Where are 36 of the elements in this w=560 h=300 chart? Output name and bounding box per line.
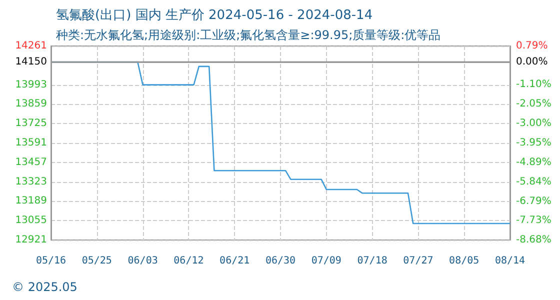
x-tick-label: 07/18 [357, 256, 388, 266]
y2-tick-label: -3.00% [516, 118, 552, 130]
y-tick-label: 13859 [15, 98, 47, 110]
text: © 2025.05 [12, 280, 78, 294]
y-tick-label: 13189 [15, 196, 47, 207]
x-tick-label: 05/25 [82, 256, 112, 266]
y-tick-label: 13725 [15, 118, 47, 130]
y2-tick-label: -4.89% [516, 156, 552, 168]
y-tick-label: 13055 [15, 215, 47, 226]
y2-tick-label: -2.05% [516, 98, 552, 110]
y-tick-label: 13591 [15, 138, 47, 148]
y-tick-label: 13457 [15, 156, 47, 168]
y2-tick-label: -8.68% [516, 234, 552, 246]
x-tick-label: 08/14 [494, 256, 526, 266]
y2-tick-label: -5.84% [516, 176, 552, 188]
y2-tick-label: 0.00% [516, 56, 548, 68]
x-tick-label: 06/30 [265, 256, 296, 266]
y-tick-label: 13993 [15, 79, 47, 90]
y2-tick-label: -6.79% [516, 196, 552, 207]
y2-tick-label: -3.95% [516, 138, 552, 149]
y2-tick-label: 0.79% [516, 40, 548, 52]
x-tick-label: 07/09 [311, 256, 342, 266]
x-tick-label: 07/27 [403, 256, 434, 266]
x-tick-label: 06/12 [174, 256, 204, 266]
y2-tick-label: -1.10% [516, 79, 552, 90]
y-tick-label: 14150 [15, 56, 47, 68]
chart-title: 氢氟酸(出口) 国内 生产价 2024-05-16 - 2024-08-14 [56, 8, 373, 23]
x-tick-label: 08/05 [449, 256, 480, 266]
y-tick-label: 12921 [15, 234, 47, 246]
chart-subtitle: 种类:无水氟化氢;用途级别:工业级;氟化氢含量≥:99.95;质量等级:优等品 [56, 28, 441, 42]
x-tick-label: 06/21 [220, 256, 250, 266]
x-tick-label: 05/16 [36, 256, 66, 266]
x-tick-label: 06/03 [128, 256, 158, 266]
y-tick-label: 14261 [15, 40, 47, 52]
y2-tick-label: -7.73% [516, 215, 552, 226]
y-tick-label: 13323 [15, 176, 47, 188]
